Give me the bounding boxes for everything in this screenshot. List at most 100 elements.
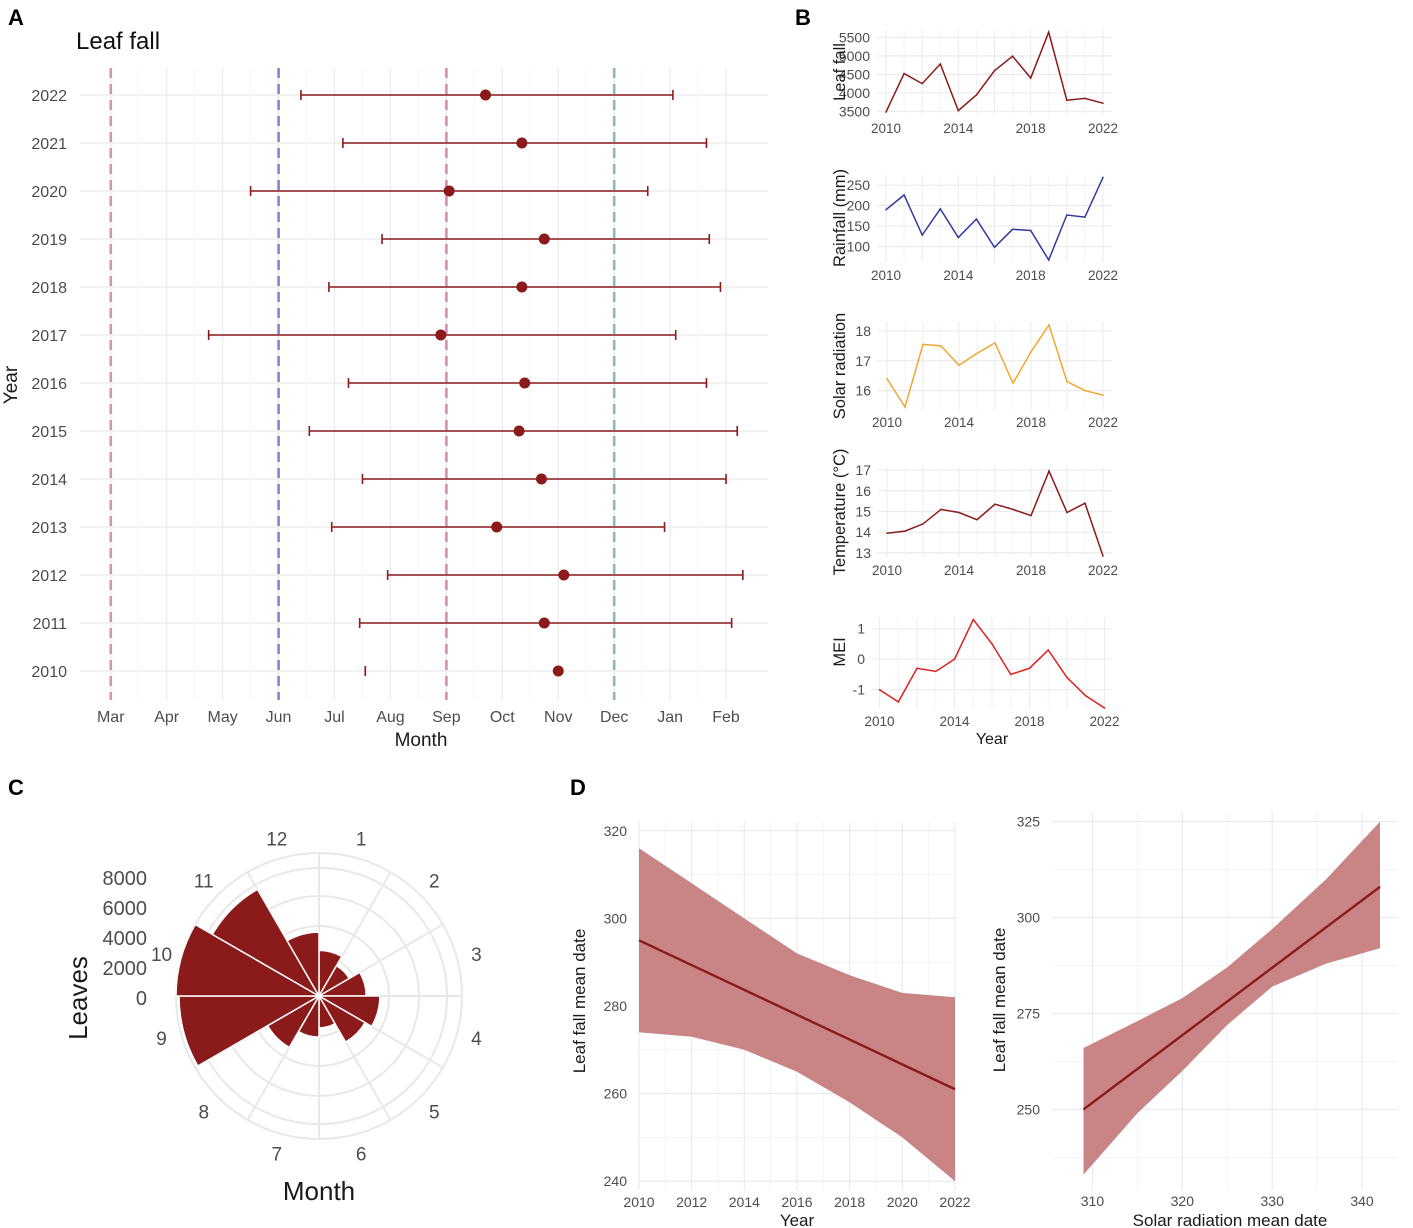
data-point [975,218,978,220]
y-axis-label: Leaf fall [831,43,849,101]
x-tick-label: Feb [712,709,740,726]
mean-point [516,281,528,293]
y-tick-label: 275 [1017,1005,1041,1021]
y-tick-label: 2020 [31,184,67,201]
polar-category-label: 12 [266,830,287,851]
y-tick-label: 2022 [31,88,67,105]
y-tick-label: 5500 [839,29,870,45]
y-axis-label: Rainfall (mm) [831,169,849,267]
x-tick-label: Nov [544,709,572,726]
data-point [916,667,918,670]
panel-b-mei-line: -1 0 1 2010 2014 2018 2022 MEI Year [831,618,1120,748]
data-point [897,701,900,703]
mean-point [558,569,570,581]
mean-point [435,329,447,341]
y-tick-label: 300 [1017,910,1041,926]
y-tick-label: 320 [604,823,628,839]
data-point [1066,676,1068,679]
x-tick-label: 2014 [729,1194,760,1210]
data-point [934,670,937,673]
polar-bar-wedge [316,995,381,1028]
x-axis-label: Year [780,1211,815,1228]
polar-bar-wedge [286,931,320,999]
y-tick-label: 18 [855,323,871,339]
y-axis-label: Leaf fall mean date [570,929,589,1074]
y-tick-label: 100 [847,238,871,254]
data-point [994,342,996,344]
y-tick-label: 250 [1017,1101,1041,1117]
data-point [1012,382,1014,384]
y-tick-label: 17 [855,462,871,478]
data-point [1047,31,1050,34]
polar-category-label: 1 [356,830,367,851]
x-tick-label: Dec [600,709,628,726]
x-tick-label: 2010 [864,714,894,729]
y-tick-label: 17 [855,353,871,369]
data-point [958,511,960,514]
data-point [921,82,923,85]
y-tick-label: -1 [853,682,866,698]
data-point [1102,555,1104,557]
data-point [991,643,993,645]
r-tick-label: 8000 [103,868,148,890]
data-point [1012,508,1014,511]
x-tick-label: 2018 [1016,268,1046,283]
regression-line [1082,885,1381,1111]
x-tick-label: 2022 [1088,268,1118,283]
data-point [1084,97,1086,100]
data-point [1066,99,1068,102]
data-point [975,94,978,96]
panel-label-b: B [795,5,811,30]
data-point [1048,470,1050,472]
data-point [1066,380,1068,383]
regression-line [638,939,956,1091]
polar-category-label: 10 [151,945,172,966]
y-tick-label: 300 [604,910,628,926]
data-point [921,234,923,236]
panel-a-leaf-fall-errorbars: Leaf fall 2022 2021 2020 2019 2018 2017 2016 201… [1,28,768,751]
x-axis-label: Year [976,731,1009,748]
data-point [1047,649,1050,651]
mean-point [552,665,564,677]
y-tick-label: 2013 [31,520,67,537]
x-tick-label: 320 [1171,1193,1195,1209]
data-point [940,508,942,511]
y-tick-label: 2011 [33,616,68,633]
data-point [993,69,996,72]
data-point [1084,694,1087,697]
y-tick-label: 14 [855,524,871,540]
data-point [1102,102,1104,104]
y-tick-label: 16 [855,483,871,499]
y-tick-label: 13 [855,545,871,561]
y-tick-label: 2019 [31,232,67,249]
x-tick-label: 2014 [943,121,974,136]
x-tick-label: Mar [97,709,125,726]
polar-category-label: 8 [198,1102,209,1123]
x-tick-label: Apr [154,709,180,726]
x-tick-label: 330 [1261,1193,1285,1209]
y-tick-label: 2018 [31,280,67,297]
y-tick-label: 2012 [31,568,67,585]
y-axis-label: Solar radiation [831,313,849,419]
x-tick-label: 2012 [676,1194,707,1210]
data-point [885,111,887,113]
data-point [1029,77,1032,79]
x-tick-label: 310 [1081,1193,1105,1209]
panel-c-polar-bar: 12345678910111202000400060008000LeavesMo… [63,830,482,1206]
data-point [940,345,942,347]
data-point [972,618,975,621]
panel-label-d: D [570,775,586,800]
y-axis-label: Leaves [63,956,93,1040]
polar-category-label: 5 [429,1102,440,1123]
mean-point [443,185,455,197]
y-tick-label: 325 [1017,814,1041,830]
y-tick-label: 1 [857,621,865,637]
x-axis-label: Solar radiation mean date [1133,1211,1328,1228]
mean-point [516,137,528,149]
panel-d-year-regression: 2010 2012 2014 2016 2018 2020 2022 240 260 280 300… [570,822,971,1228]
data-point [922,343,924,346]
data-point [957,109,960,112]
panel-d-solar-regression: 310 320 330 340 250 275 300 325 Solar radiation … [990,812,1398,1228]
data-point [1011,55,1014,58]
x-tick-label: Sep [432,709,461,726]
